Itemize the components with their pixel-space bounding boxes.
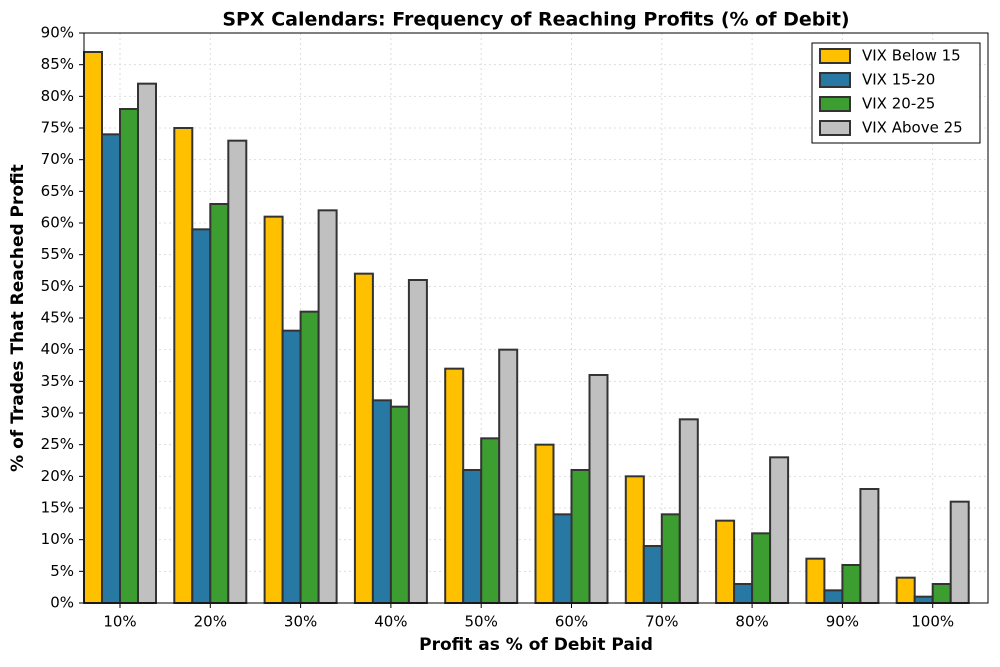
y-tick-label: 20% [41, 467, 74, 485]
y-tick-label: 25% [41, 435, 74, 453]
bar [823, 589, 844, 604]
bar [407, 279, 428, 604]
bar [299, 310, 320, 604]
bar [281, 329, 302, 604]
y-tick-label: 30% [41, 404, 74, 422]
legend-label: VIX Above 25 [862, 119, 963, 137]
x-tick-label: 80% [735, 613, 768, 631]
bar [209, 203, 230, 604]
legend-label: VIX 20-25 [862, 95, 935, 113]
bar [173, 127, 194, 604]
x-tick-label: 90% [826, 613, 859, 631]
legend-swatch [819, 48, 851, 64]
legend-swatch [819, 72, 851, 88]
x-tick-label: 10% [103, 613, 136, 631]
x-axis-label: Profit as % of Debit Paid [419, 635, 653, 655]
bar [913, 595, 934, 605]
x-tick-label: 50% [465, 613, 498, 631]
y-tick-label: 75% [41, 119, 74, 137]
y-tick-label: 85% [41, 55, 74, 73]
bar [83, 51, 103, 604]
x-tick-label: 100% [911, 613, 954, 631]
bar [624, 475, 645, 605]
bar [498, 348, 519, 604]
bar [769, 456, 790, 605]
legend-swatch [819, 120, 851, 136]
y-tick-label: 0% [50, 594, 74, 612]
y-tick-label: 55% [41, 245, 74, 263]
bar [389, 405, 410, 604]
bar [715, 519, 736, 605]
y-tick-label: 80% [41, 87, 74, 105]
bar [841, 564, 862, 604]
bar [480, 437, 501, 605]
legend-label: VIX Below 15 [862, 47, 961, 65]
bar [949, 500, 970, 604]
legend-swatch [819, 96, 851, 112]
bar [552, 513, 573, 604]
bar [444, 367, 465, 604]
y-axis-label: % of Trades That Reached Profit [8, 164, 28, 472]
chart-title: SPX Calendars: Frequency of Reaching Pro… [222, 9, 849, 31]
bar [462, 469, 483, 604]
legend-label: VIX 15-20 [862, 71, 935, 89]
y-tick-label: 40% [41, 340, 74, 358]
bar [931, 583, 952, 604]
y-tick-label: 70% [41, 150, 74, 168]
bar [534, 443, 555, 604]
bar [227, 139, 248, 605]
x-tick-label: 30% [284, 613, 317, 631]
bar [371, 399, 392, 605]
bar [678, 418, 699, 605]
y-tick-label: 65% [41, 182, 74, 200]
y-tick-label: 50% [41, 277, 74, 295]
y-tick-label: 15% [41, 499, 74, 517]
bar [263, 215, 284, 605]
y-tick-label: 60% [41, 214, 74, 232]
plot-frame [83, 32, 989, 604]
bar [733, 583, 754, 604]
bar [570, 469, 591, 604]
y-tick-label: 10% [41, 530, 74, 548]
bar [859, 488, 880, 604]
y-tick-label: 5% [50, 562, 74, 580]
y-tick-label: 90% [41, 24, 74, 42]
x-tick-label: 20% [194, 613, 227, 631]
bar [119, 108, 139, 604]
bar [101, 133, 121, 604]
bar [895, 576, 916, 605]
bar [137, 82, 157, 604]
x-tick-label: 70% [645, 613, 678, 631]
x-tick-label: 60% [555, 613, 588, 631]
bar [588, 374, 609, 604]
y-tick-label: 35% [41, 372, 74, 390]
bar [805, 557, 826, 605]
bar [751, 532, 772, 604]
x-tick-label: 40% [374, 613, 407, 631]
y-tick-label: 45% [41, 309, 74, 327]
bar [660, 513, 681, 604]
bar [642, 545, 663, 604]
bar [353, 272, 374, 604]
bar [191, 228, 212, 604]
bar [317, 209, 338, 604]
